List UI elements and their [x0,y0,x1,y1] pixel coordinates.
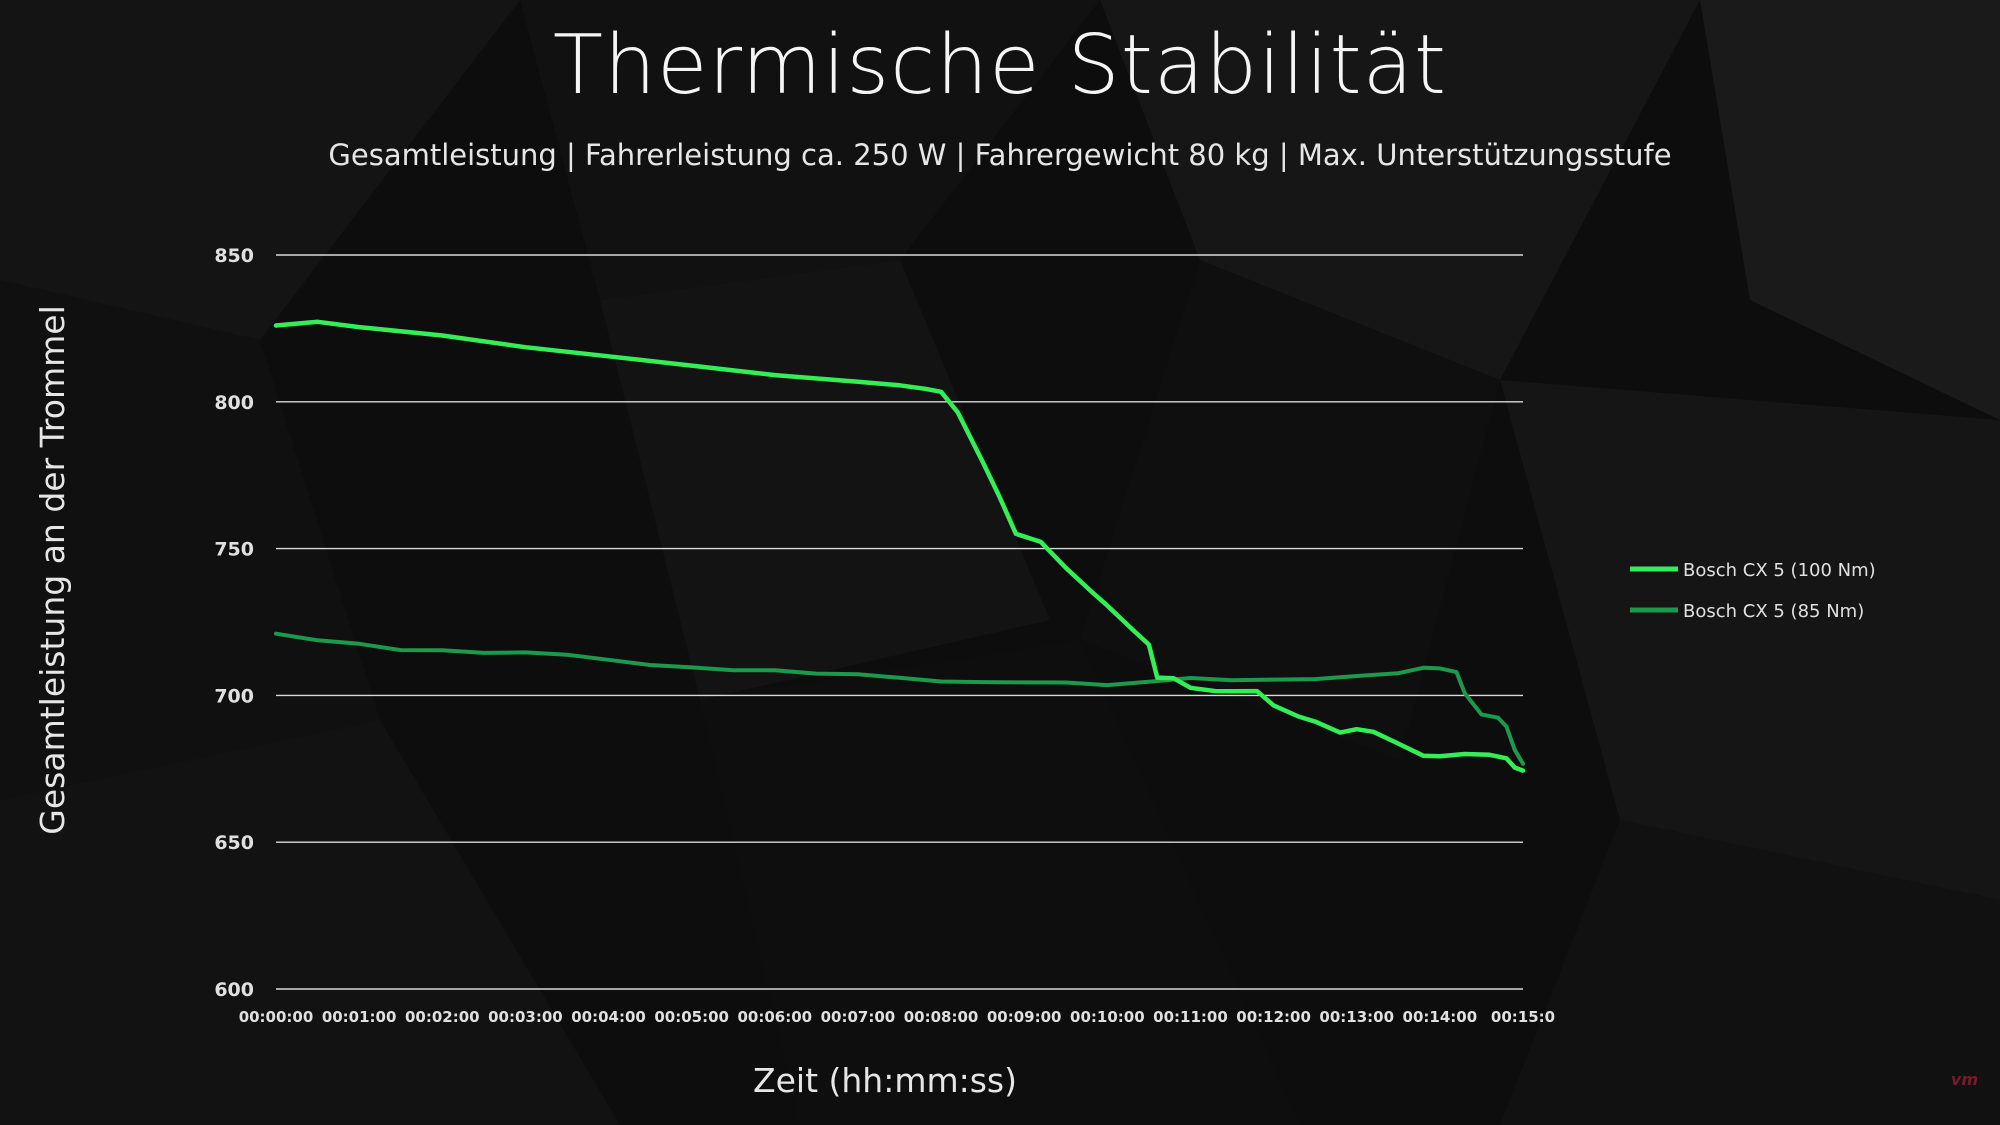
y-tick-label: 700 [214,685,254,707]
x-tick-label: 00:12:00 [1236,1008,1311,1026]
series-lines [273,319,1526,773]
y-tick-label: 850 [214,245,254,267]
x-tick-label: 00:01:00 [322,1008,397,1026]
background-facet [1500,380,2000,900]
legend-label-100nm: Bosch CX 5 (100 Nm) [1683,560,1876,581]
series-line-100nm [273,319,1526,773]
background-facet [1500,820,2000,1125]
x-tick-label: 00:06:00 [737,1008,812,1026]
chart-subtitle: Gesamtleistung | Fahrerleistung ca. 250 … [328,138,1672,172]
x-tick-label: 00:11:00 [1153,1008,1228,1026]
y-axis-label: Gesamtleistung an der Trommel [33,305,72,834]
y-tick-label: 800 [214,392,254,414]
y-tick-label: 600 [214,979,254,1001]
x-tick-label: 00:14:00 [1403,1008,1478,1026]
x-tick-label: 00:10:00 [1070,1008,1145,1026]
background-facet [0,0,520,340]
x-tick-label: 00:07:00 [821,1008,896,1026]
x-tick-label: 00:03:00 [488,1008,563,1026]
background-facet [1100,0,1700,380]
gridlines [276,254,1523,990]
x-tick-label: 00:04:00 [571,1008,646,1026]
legend-label-85nm: Bosch CX 5 (85 Nm) [1683,601,1864,622]
x-tick-label: 00:05:00 [654,1008,729,1026]
background-facet [0,280,380,800]
x-tick-label: 00:09:00 [987,1008,1062,1026]
background-facet [0,720,620,1125]
series-line-85nm [274,631,1525,766]
background-facet [1080,260,1500,760]
x-tick-label: 00:02:00 [405,1008,480,1026]
background-facet [700,640,1300,1125]
x-axis-label: Zeit (hh:mm:ss) [753,1061,1017,1100]
x-tick-label: 00:00:00 [239,1008,314,1026]
x-tick-label: 00:15:0 [1491,1008,1555,1026]
y-tick-label: 650 [214,832,254,854]
y-tick-label: 750 [214,539,254,561]
channel-logo: vm [1950,1070,1978,1089]
y-axis-ticks: 850 800 750 700 650 600 [214,245,254,1001]
legend: Bosch CX 5 (100 Nm) Bosch CX 5 (85 Nm) [1630,560,1876,622]
x-tick-label: 00:08:00 [904,1008,979,1026]
background-facet [1700,0,2000,420]
x-tick-label: 00:13:00 [1319,1008,1394,1026]
background-facet [520,0,1100,300]
chart-title: Thermische Stabilität [552,18,1448,113]
x-axis-ticks: 00:00:00 00:01:00 00:02:00 00:03:00 00:04:00… [239,1008,1555,1026]
